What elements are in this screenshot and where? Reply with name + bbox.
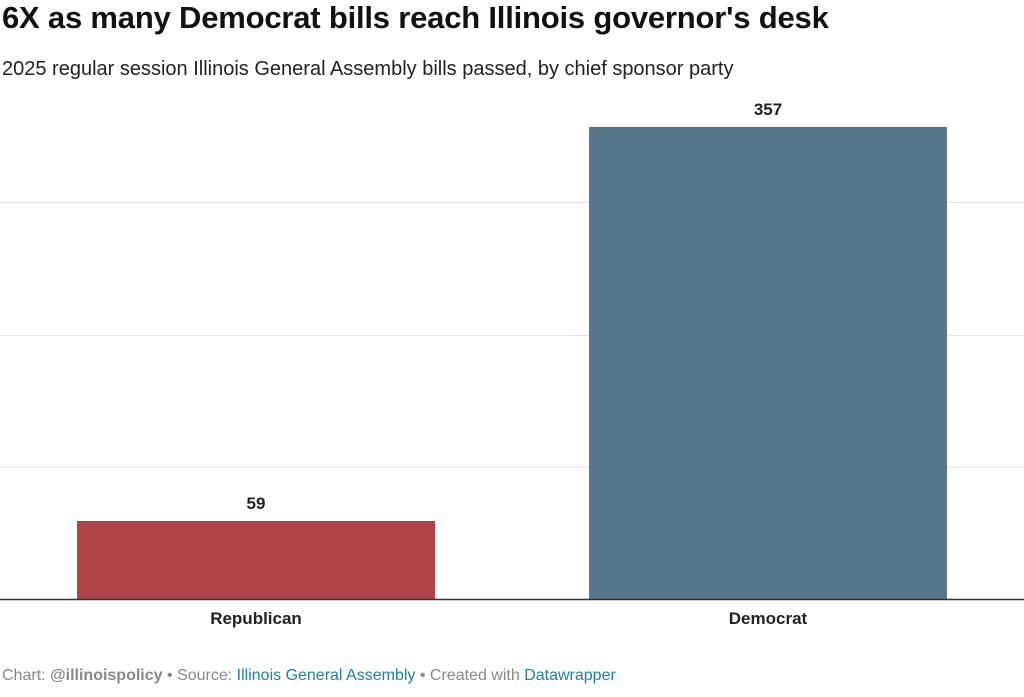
chart-subtitle: 2025 regular session Illinois General As… <box>2 58 734 80</box>
footer-source-link[interactable]: Illinois General Assembly <box>236 667 416 684</box>
data-label: 357 <box>754 100 782 119</box>
footer-chart-prefix: Chart: <box>2 667 46 684</box>
chart-title: 6X as many Democrat bills reach Illinois… <box>2 0 829 35</box>
category-label: Democrat <box>729 609 808 628</box>
footer-source-prefix: Source: <box>177 667 233 684</box>
footer-created-prefix: Created with <box>429 667 520 684</box>
data-label: 59 <box>247 494 266 513</box>
footer-separator: • <box>167 667 173 684</box>
footer-tool-link[interactable]: Datawrapper <box>524 667 616 684</box>
bar-republican <box>77 520 435 599</box>
category-label: Republican <box>210 609 302 628</box>
footer-separator: • <box>419 667 426 684</box>
chart-footer: Chart: @illinoispolicy • Source: Illinoi… <box>2 667 616 685</box>
footer-chart-by[interactable]: @illinoispolicy <box>50 667 163 684</box>
bar-democrat <box>589 126 947 600</box>
